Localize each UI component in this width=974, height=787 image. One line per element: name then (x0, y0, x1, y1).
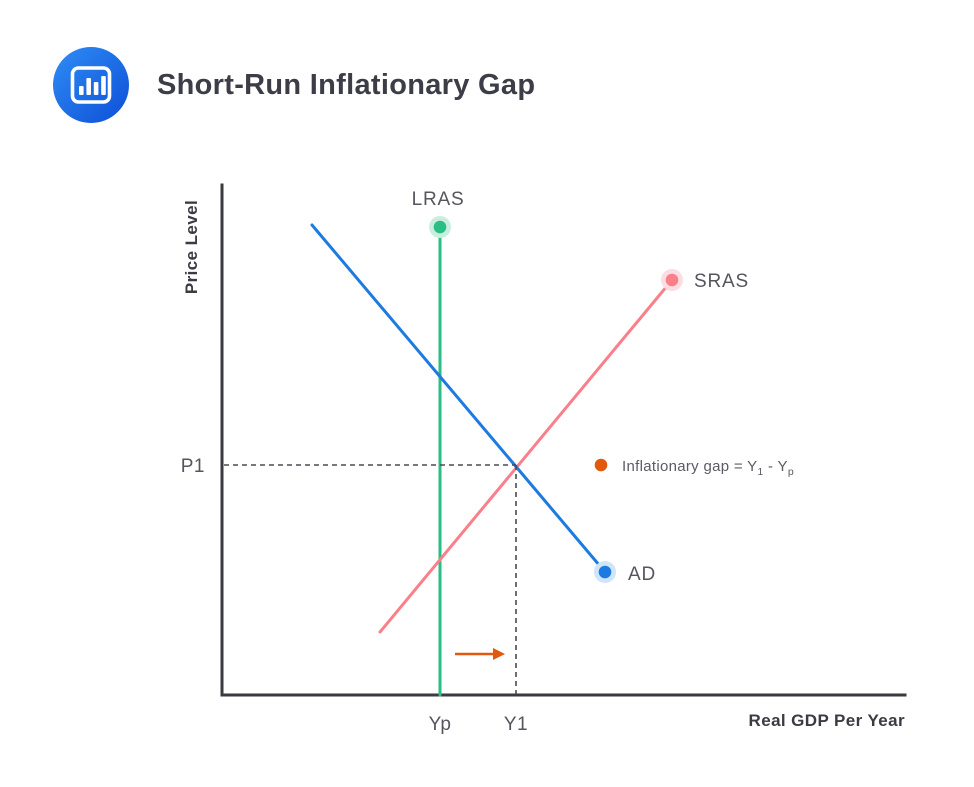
chart-canvas: LRAS SRAS AD P1 Yp Y1 Price Level Real G… (181, 183, 907, 735)
ad-label: AD (628, 564, 656, 585)
yp-tick-label: Yp (429, 714, 452, 735)
annotation-prefix: Inflationary gap = Y (622, 458, 757, 475)
x-axis-title: Real GDP Per Year (749, 711, 905, 730)
logo-bar-1 (79, 86, 84, 95)
y1-tick-label: Y1 (504, 714, 528, 735)
lras-label: LRAS (412, 189, 465, 210)
logo-bar-4 (101, 76, 106, 95)
bar-chart-icon (53, 47, 129, 123)
sras-dot (665, 273, 679, 287)
sras-line (378, 278, 674, 634)
p1-tick-label: P1 (181, 456, 205, 477)
annotation-bullet (594, 458, 608, 472)
logo-frame (70, 66, 112, 104)
header: Short-Run Inflationary Gap (52, 46, 535, 124)
annotation-mid: - Y (764, 458, 788, 475)
sras-label: SRAS (694, 271, 749, 292)
page-title: Short-Run Inflationary Gap (157, 68, 536, 101)
gap-arrow-head (493, 648, 505, 660)
ad-line (310, 223, 607, 574)
lras-dot (433, 220, 447, 234)
logo-bar-2 (86, 78, 91, 95)
y-axis-title: Price Level (182, 200, 201, 294)
ad-dot (598, 565, 612, 579)
annotation-sub-p: p (788, 466, 794, 478)
logo-bar-3 (93, 82, 99, 95)
annotation-sub-1: 1 (757, 466, 763, 478)
annotation-text: Inflationary gap = Y1 - Yp (622, 458, 794, 478)
